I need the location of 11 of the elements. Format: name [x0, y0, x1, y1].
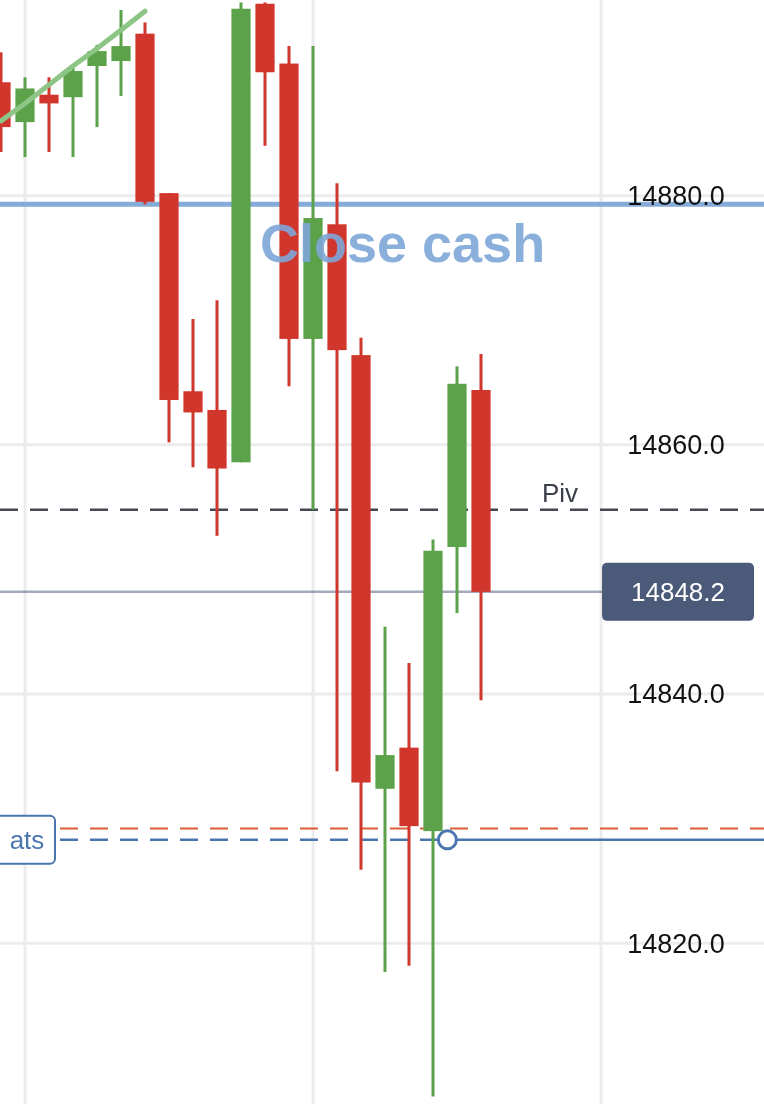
- candlestick: [39, 77, 59, 153]
- y-tick-label: 14860.0: [627, 430, 725, 461]
- ref-line-label: 14848.2: [631, 576, 725, 607]
- candlestick: [183, 318, 203, 468]
- ref-line-label: ats: [9, 824, 45, 855]
- ref-line-label: Piv: [541, 477, 579, 508]
- candlestick: [375, 625, 395, 972]
- y-tick-label: 14820.0: [627, 928, 725, 959]
- y-tick-label: 14880.0: [627, 181, 725, 212]
- candlestick: [111, 8, 131, 96]
- y-tick-label: 14840.0: [627, 679, 725, 710]
